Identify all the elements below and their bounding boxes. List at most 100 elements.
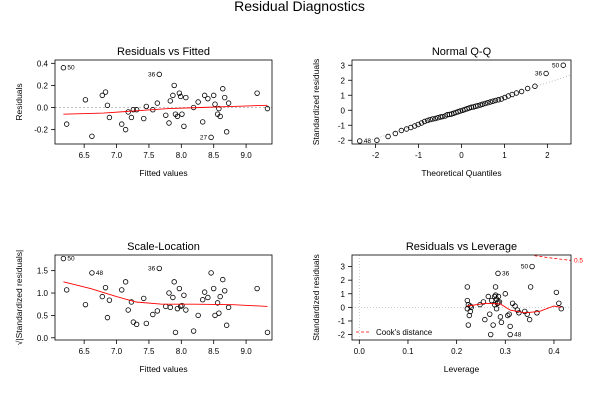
scale-location-point	[119, 287, 125, 293]
residuals-vs-fitted-x-tick-label: 6.5	[79, 151, 91, 160]
normal-qq-title: Normal Q-Q	[432, 46, 492, 58]
normal-qq-point	[385, 133, 391, 140]
residuals-vs-leverage-point	[516, 310, 522, 316]
residuals-vs-leverage-point	[497, 314, 504, 320]
scale-location-y-tick-label: 0.0	[37, 334, 49, 343]
residuals-vs-leverage-x-tick-label: 0.0	[354, 347, 366, 356]
normal-qq-point	[513, 90, 520, 96]
normal-qq-point	[424, 117, 431, 124]
scale-location-point	[254, 285, 260, 292]
residuals-vs-fitted-point	[102, 89, 109, 95]
residuals-vs-leverage-point	[492, 284, 499, 290]
residuals-vs-fitted-point	[201, 92, 208, 99]
normal-qq-y-tick-label: -2	[338, 136, 346, 145]
residuals-vs-fitted-y-axis-title: Residuals	[14, 83, 24, 120]
panel-residuals-vs-fitted: Residuals vs Fitted 6.5 7.0 7.5 8.0 8.5 9.0 -0.…	[14, 46, 273, 178]
normal-qq-x-tick-label: 0	[459, 151, 464, 160]
residuals-vs-leverage-point	[490, 322, 496, 328]
residuals-vs-leverage-frame	[351, 254, 572, 341]
normal-qq-point	[357, 138, 363, 144]
scale-location-point	[150, 311, 156, 318]
residuals-vs-fitted-point	[223, 129, 230, 135]
residuals-vs-leverage-y-tick-label: -1	[338, 317, 346, 326]
residuals-vs-leverage-point	[534, 310, 540, 316]
residuals-vs-fitted-point-label: 36	[148, 71, 156, 78]
normal-qq-y-tick-label: -1	[338, 121, 346, 130]
scale-location-point	[122, 279, 129, 285]
residuals-vs-leverage-legend-label: Cook's distance	[376, 328, 433, 337]
residuals-vs-fitted-y-tick-label: 0.0	[37, 104, 49, 113]
scale-location-point	[133, 321, 140, 328]
normal-qq-y-tick-label: 2	[341, 76, 346, 85]
residuals-vs-leverage-point	[526, 316, 533, 323]
normal-qq-point	[430, 116, 436, 122]
normal-qq-point	[432, 115, 439, 122]
normal-qq-point	[374, 137, 380, 143]
scale-location-x-axis-title: Fitted values	[139, 364, 187, 374]
scale-location-point	[216, 310, 222, 316]
residuals-vs-leverage-point	[488, 297, 495, 304]
scale-location-y-axis-title: √|Standardized residuals|	[14, 250, 24, 346]
residuals-vs-fitted-point	[225, 100, 232, 106]
scale-location-x-tick-label: 7.0	[111, 347, 123, 356]
scale-location-point-label: 48	[96, 270, 104, 277]
residuals-vs-fitted-point	[163, 112, 169, 118]
residuals-vs-fitted-point	[143, 103, 150, 110]
normal-qq-point	[421, 118, 428, 125]
residuals-vs-leverage-x-tick-label: 0.1	[402, 347, 414, 356]
residuals-vs-leverage-point	[488, 331, 494, 338]
residuals-vs-leverage-x-tick-label: 0.2	[451, 347, 463, 356]
residuals-vs-fitted-point	[122, 126, 129, 133]
scale-location-point	[141, 295, 147, 302]
residuals-vs-fitted-point	[99, 92, 105, 99]
residuals-vs-fitted-point	[60, 65, 67, 71]
residuals-vs-leverage-title: Residuals vs Leverage	[406, 241, 517, 253]
scale-location-point	[217, 293, 223, 300]
residuals-vs-leverage-cooks-contour	[534, 255, 571, 261]
residuals-vs-fitted-plot-area	[55, 65, 272, 141]
residuals-vs-fitted-point	[166, 120, 172, 126]
residuals-vs-fitted-point	[106, 114, 113, 121]
scale-location-point	[128, 299, 135, 305]
normal-qq-point	[439, 113, 446, 120]
residuals-vs-leverage-point	[495, 270, 501, 277]
residuals-vs-leverage-point	[480, 299, 487, 305]
normal-qq-x-tick-label: 1	[502, 151, 507, 160]
residuals-vs-leverage-smooth-line	[467, 302, 562, 314]
scale-location-point	[82, 301, 89, 308]
normal-qq-x-axis-title: Theoretical Quantiles	[421, 168, 501, 178]
normal-qq-point	[482, 100, 488, 107]
scale-location-point	[156, 265, 162, 272]
residuals-vs-fitted-point	[63, 121, 70, 127]
residuals-vs-leverage-point	[502, 291, 508, 297]
scale-location-point	[60, 255, 67, 262]
residuals-vs-fitted-frame	[54, 59, 273, 145]
normal-qq-point	[392, 130, 399, 137]
normal-qq-qq-reference-line	[357, 74, 571, 144]
residuals-vs-leverage-y-tick-label: 1	[341, 290, 346, 299]
residuals-vs-leverage-point	[512, 303, 518, 309]
scale-location-point	[130, 319, 137, 325]
scale-location-x-tick-label: 6.5	[79, 347, 91, 356]
figure-title: Residual Diagnostics	[234, 0, 365, 14]
residuals-vs-fitted-point	[170, 92, 176, 99]
scale-location-point	[89, 270, 95, 276]
scale-location-point	[214, 300, 221, 306]
scale-location-point	[171, 279, 177, 285]
normal-qq-point	[532, 83, 538, 89]
residuals-vs-fitted-point	[217, 113, 223, 120]
normal-qq-point	[472, 103, 479, 109]
normal-qq-point	[418, 120, 425, 126]
residuals-vs-leverage-y-tick-label: 0	[341, 303, 346, 312]
normal-qq-point	[560, 62, 566, 68]
residuals-vs-fitted-y-tick-label: 0.2	[37, 81, 49, 90]
residuals-vs-fitted-point	[133, 107, 140, 113]
residuals-vs-leverage-point	[514, 307, 521, 313]
residuals-vs-fitted-point	[89, 133, 95, 139]
scale-location-point	[205, 294, 211, 301]
residuals-vs-fitted-point	[205, 95, 211, 102]
residuals-vs-fitted-point	[177, 93, 184, 100]
residuals-vs-leverage-point	[527, 284, 534, 290]
scale-location-point	[211, 285, 217, 292]
scale-location-point	[154, 308, 161, 314]
